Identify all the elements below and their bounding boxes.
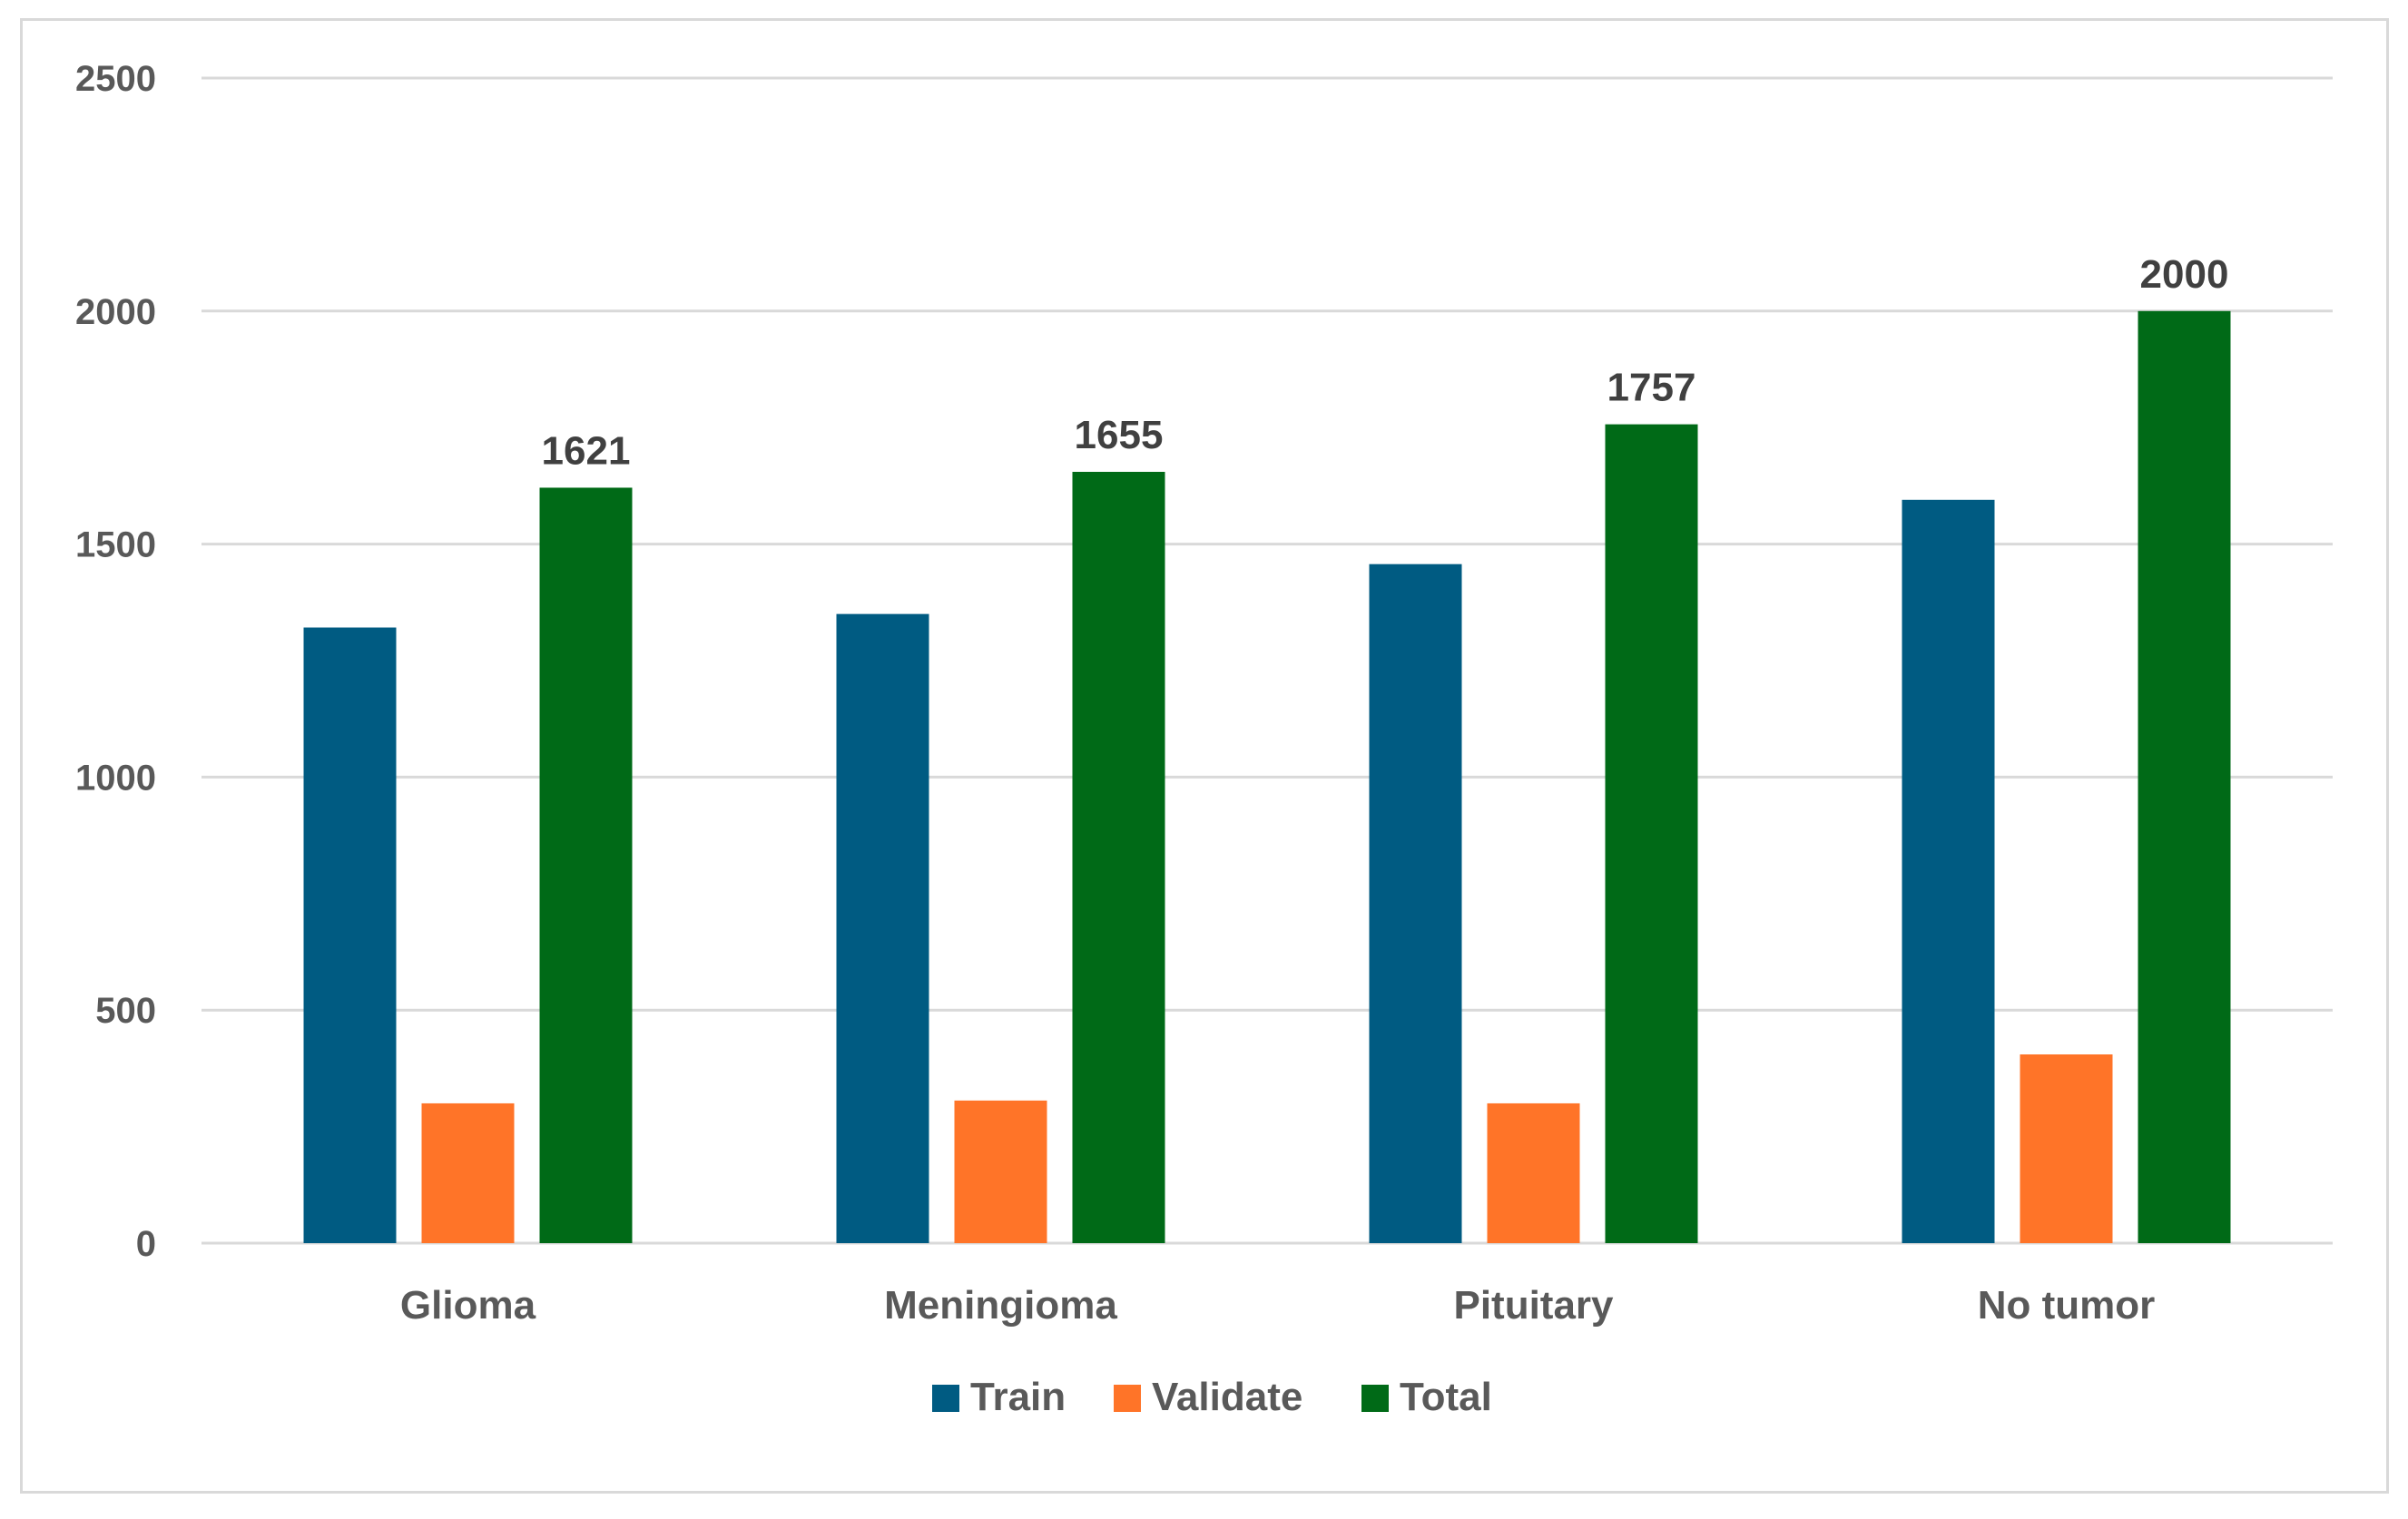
legend-label-train: Train (970, 1375, 1066, 1419)
legend-label-total: Total (1400, 1375, 1492, 1419)
bar-total-glioma (539, 487, 633, 1243)
y-tick-label: 2500 (75, 59, 156, 99)
x-axis-categories: Glioma Meningioma Pituitary No tumor (400, 1283, 2155, 1328)
bar-total-no-tumor (2138, 310, 2231, 1243)
legend-swatch-train (932, 1385, 959, 1412)
data-label: 2000 (2140, 252, 2229, 297)
x-category-label: Pituitary (1453, 1283, 1614, 1328)
bar-validate-glioma (421, 1102, 515, 1243)
data-label: 1655 (1075, 413, 1164, 457)
y-axis-ticks: 0 500 1000 1500 2000 2500 (75, 59, 156, 1264)
bar-total-pituitary (1605, 424, 1698, 1243)
data-label: 1757 (1607, 366, 1696, 410)
x-category-label: Meningioma (884, 1283, 1117, 1328)
data-label: 1621 (542, 428, 631, 473)
bar-train-pituitary (1369, 564, 1462, 1243)
bars (303, 310, 2231, 1243)
gridlines (201, 76, 2333, 1245)
y-tick-label: 1000 (75, 758, 156, 798)
bar-validate-pituitary (1487, 1102, 1580, 1243)
bar-train-no-tumor (1902, 499, 1995, 1243)
data-labels: 1621 1655 1757 2000 (542, 252, 2229, 474)
y-tick-label: 500 (95, 991, 156, 1031)
legend-swatch-validate (1114, 1385, 1141, 1412)
y-tick-label: 1500 (75, 525, 156, 565)
bar-validate-no-tumor (2020, 1054, 2113, 1243)
bar-validate-meningioma (954, 1100, 1047, 1243)
legend-label-validate: Validate (1152, 1375, 1302, 1419)
bar-total-meningioma (1072, 471, 1165, 1243)
bar-train-meningioma (836, 613, 929, 1243)
legend-swatch-total (1361, 1385, 1389, 1412)
bar-train-glioma (303, 627, 397, 1243)
x-category-label: Glioma (400, 1283, 536, 1328)
y-tick-label: 0 (136, 1224, 156, 1264)
legend: Train Validate Total (932, 1375, 1492, 1419)
y-tick-label: 2000 (75, 292, 156, 332)
x-category-label: No tumor (1978, 1283, 2156, 1328)
